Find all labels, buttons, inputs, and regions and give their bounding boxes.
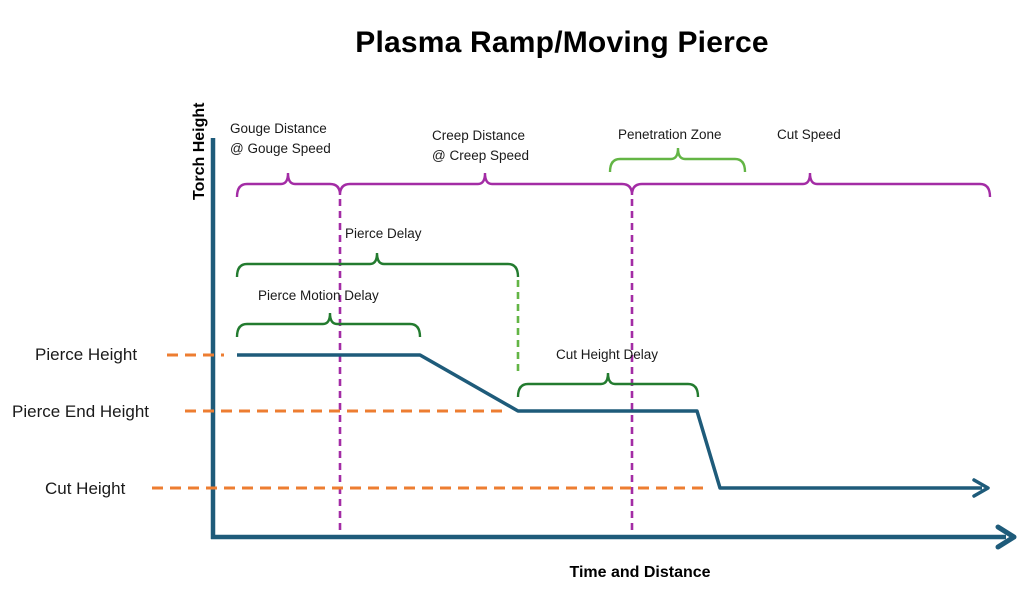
gouge-distance-label: Gouge Distance @ Gouge Speed bbox=[230, 119, 331, 159]
x-axis-arrow-icon bbox=[995, 524, 1017, 550]
penetration-zone-label: Penetration Zone bbox=[618, 127, 722, 142]
torch-profile-arrow-icon bbox=[972, 478, 990, 498]
cut-speed-label: Cut Speed bbox=[777, 127, 841, 142]
pierce-delay-label: Pierce Delay bbox=[345, 226, 422, 241]
pierce-height-label: Pierce Height bbox=[35, 345, 138, 364]
pierce-motion-delay-brace bbox=[235, 312, 422, 338]
pierce-end-height-label: Pierce End Height bbox=[12, 402, 150, 421]
cut-height-label: Cut Height bbox=[45, 479, 126, 498]
gouge-distance-line2: @ Gouge Speed bbox=[230, 141, 331, 156]
y-axis-label: Torch Height bbox=[191, 102, 208, 200]
cut-height-delay-brace bbox=[516, 372, 700, 398]
pierce-motion-delay-label: Pierce Motion Delay bbox=[258, 288, 379, 303]
pierce-delay-brace bbox=[235, 252, 520, 278]
x-axis-label: Time and Distance bbox=[569, 564, 711, 581]
cut-height-delay-label: Cut Height Delay bbox=[556, 347, 659, 362]
torch-profile-line bbox=[237, 353, 982, 490]
page-title: Plasma Ramp/Moving Pierce bbox=[355, 26, 769, 59]
gouge-distance-line1: Gouge Distance bbox=[230, 121, 327, 136]
creep-distance-line2: @ Creep Speed bbox=[432, 148, 530, 163]
distance-segments-brace bbox=[235, 172, 992, 198]
creep-distance-label: Creep Distance @ Creep Speed bbox=[432, 126, 529, 166]
penetration-zone-brace bbox=[608, 147, 747, 173]
creep-distance-line1: Creep Distance bbox=[432, 128, 526, 143]
